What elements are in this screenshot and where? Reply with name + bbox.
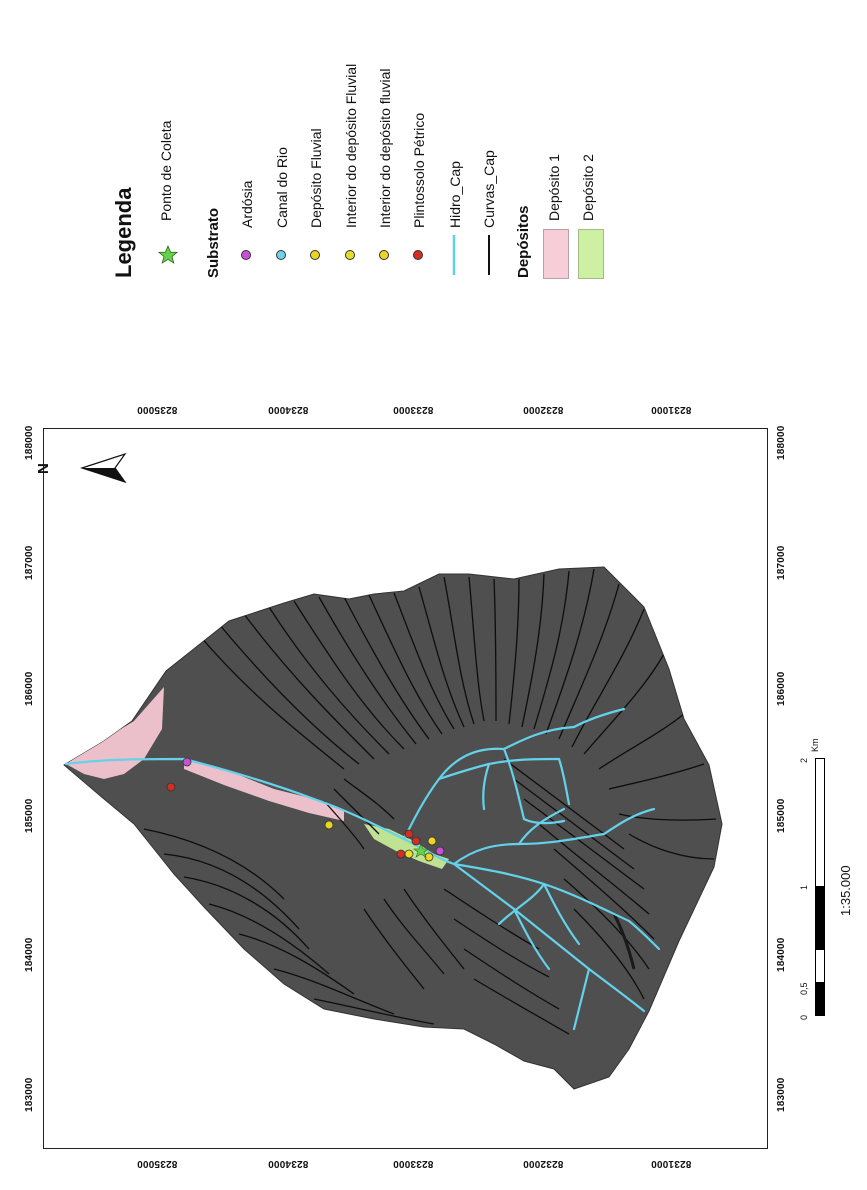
easting-tick: 188000 (776, 425, 787, 460)
scale-unit: Km (810, 738, 820, 753)
northing-tick: 8231000 (651, 1158, 692, 1169)
scale-label-1: 1 (799, 884, 809, 890)
scale-segment (816, 950, 824, 982)
easting-tick: 186000 (24, 671, 35, 706)
curvas-line-swatch (487, 235, 491, 275)
sample-point-plintossolo (411, 836, 421, 846)
substrate-swatch-plintossolo (413, 250, 423, 260)
legend-curvas-label: Curvas_Cap (481, 150, 497, 228)
map-canvas (63, 566, 723, 1090)
substrate-swatch-deposito-fluvial (310, 250, 320, 260)
sample-point-interior (427, 836, 437, 846)
scale-label-0: 0 (799, 1014, 809, 1020)
substrate-label-plintossolo: Plintossolo Pétrico (411, 112, 427, 228)
collection-point-star (413, 843, 429, 858)
substrate-swatch-canal (276, 250, 286, 260)
easting-tick: 188000 (24, 425, 35, 460)
deposit1-swatch (543, 229, 569, 279)
deposit1-area (184, 759, 344, 821)
substrate-label-interior-2: Interior do depósito fluvial (377, 68, 393, 228)
northing-tick: 8231000 (651, 404, 692, 415)
legend-title: Legenda (111, 187, 136, 278)
scale-label-2: 2 (799, 757, 809, 763)
deposit2-label: Depósito 2 (580, 154, 596, 221)
sample-point-plintossolo (404, 829, 414, 839)
easting-tick: 185000 (24, 798, 35, 833)
north-arrow-icon (70, 451, 130, 485)
substrate-label-ardosia: Ardósia (239, 180, 255, 228)
deposit2-swatch (578, 229, 604, 279)
northing-tick: 8233000 (393, 404, 434, 415)
easting-tick: 186000 (776, 671, 787, 706)
sample-point-plintossolo (396, 849, 406, 859)
northing-tick: 8234000 (268, 404, 309, 415)
easting-tick: 183000 (24, 1077, 35, 1112)
sample-point-interior (424, 852, 434, 862)
star-icon (157, 244, 179, 265)
sample-point-deposito-fluvial (324, 820, 334, 830)
deposit1-label: Depósito 1 (546, 154, 562, 221)
northing-tick: 8235000 (137, 1158, 178, 1169)
easting-tick: 184000 (24, 937, 35, 972)
easting-tick: 187000 (24, 545, 35, 580)
north-label: N (35, 463, 52, 474)
substrate-swatch-interior-2 (379, 250, 389, 260)
substrate-label-interior-1: Interior do depósito Fluvial (343, 63, 359, 228)
sample-point-ardosia (182, 757, 192, 767)
scale-label-05: 0,5 (799, 982, 809, 995)
sample-point-interior (404, 849, 414, 859)
easting-tick: 184000 (776, 937, 787, 972)
northing-tick: 8235000 (137, 404, 178, 415)
scale-segment (816, 759, 824, 886)
terrain-area (63, 566, 723, 1090)
legend-substrate-title: Substrato (205, 207, 222, 278)
map-frame (43, 428, 768, 1149)
scale-ratio: 1:35.000 (838, 865, 853, 916)
substrate-swatch-interior-1 (345, 250, 355, 260)
scale-segment (816, 982, 824, 1015)
hidro-line-swatch (452, 235, 456, 275)
substrate-label-deposito-fluvial: Depósito Fluvial (308, 128, 324, 228)
sample-point-ardosia (435, 846, 445, 856)
northing-tick: 8234000 (268, 1158, 309, 1169)
scale-segment (816, 886, 824, 950)
scale-bar (815, 758, 825, 1016)
legend-collection-point-label: Ponto de Coleta (158, 120, 174, 221)
legend-hidro-label: Hidro_Cap (447, 161, 463, 228)
sample-point-plintossolo (166, 782, 176, 792)
substrate-swatch-ardosia (241, 250, 251, 260)
northing-tick: 8232000 (523, 404, 564, 415)
easting-tick: 183000 (776, 1077, 787, 1112)
substrate-label-canal: Canal do Rio (274, 147, 290, 228)
easting-tick: 185000 (776, 798, 787, 833)
northing-tick: 8233000 (393, 1158, 434, 1169)
legend-deposits-title: Depósitos (515, 205, 532, 278)
easting-tick: 187000 (776, 545, 787, 580)
northing-tick: 8232000 (523, 1158, 564, 1169)
river-network (64, 707, 661, 1031)
sample-points (166, 757, 445, 862)
